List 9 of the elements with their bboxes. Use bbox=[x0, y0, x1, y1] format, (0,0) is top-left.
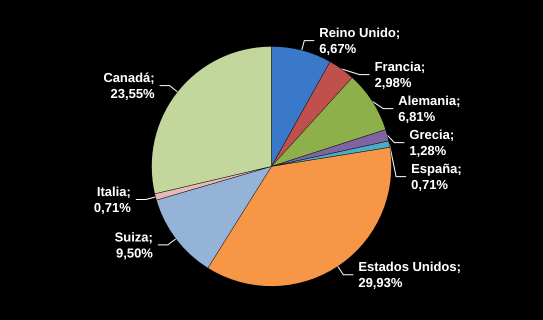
slice-label: España; 0,71% bbox=[411, 161, 462, 192]
slice-label: Estados Unidos; 29,93% bbox=[358, 259, 461, 290]
slice-label: Reino Unido; 6,67% bbox=[319, 25, 400, 56]
slice-label: Alemania; 6,81% bbox=[398, 93, 460, 124]
slice-label: Suiza; 9,50% bbox=[114, 229, 154, 260]
slice-label: Canadá; 23,55% bbox=[103, 70, 156, 102]
slice-label: Italia; 0,71% bbox=[94, 184, 132, 216]
slice-label: Francia; 2,98% bbox=[374, 59, 426, 90]
slice-label: Grecia; 1,28% bbox=[409, 127, 454, 158]
